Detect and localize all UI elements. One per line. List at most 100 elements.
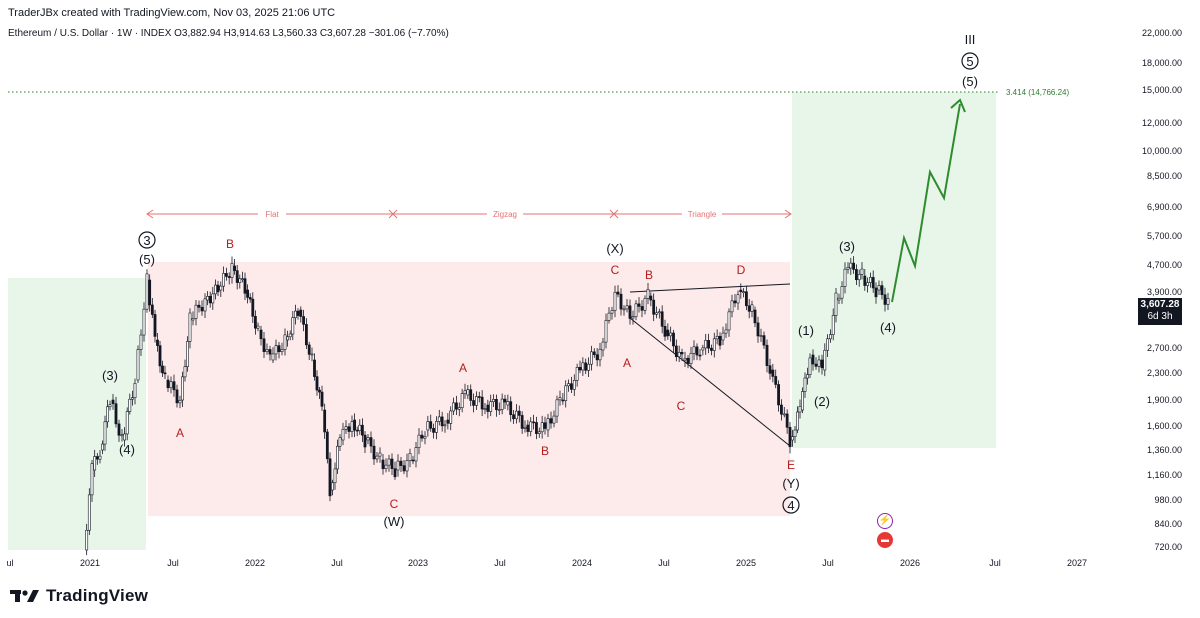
candle-body [843,268,847,287]
candle-body [523,426,527,429]
candle-body [304,324,308,346]
candle-body [601,341,605,351]
price-tick-label: 1,360.00 [1147,445,1182,455]
candle-body [555,399,559,417]
candle-body [128,398,132,412]
candle-body [863,275,867,286]
candle-body [268,349,272,355]
candle-body [248,297,252,300]
candle-body [564,385,568,401]
candle-body [93,456,97,471]
symbol-info: Ethereum / U.S. Dollar · 1W · INDEX O3,8… [8,28,449,39]
candle-body [744,291,748,307]
candle-body [727,311,731,331]
candle-body [649,295,653,301]
triangle-lower-line [629,317,791,447]
price-axis[interactable]: 22,000.00 18,000.00 15,000.00 12,000.00 10,0… [1142,28,1182,552]
candle-body [101,443,104,451]
candle-body [733,300,737,304]
candle-body [631,316,635,319]
candle-body [222,273,226,287]
candle-body [186,341,189,367]
candle-body [457,407,461,410]
price-tick-label: 12,000.00 [1142,118,1182,128]
candle-body [114,403,118,425]
candle-body [169,381,173,389]
candle-body [338,437,342,447]
candle-body [695,346,699,356]
candle-body [466,389,470,396]
candle-body [707,340,710,349]
candle-body [803,377,807,392]
candle-body [540,422,544,433]
candle-body [302,316,306,325]
candle-body [788,427,792,448]
candlestick-series[interactable] [85,256,890,556]
candle-body [181,376,184,401]
candle-body [452,402,455,412]
candle-body [161,365,164,374]
candle-body [139,334,143,350]
candle-body [886,298,890,305]
candle-body [756,322,760,337]
time-tick-label: Jul [494,558,506,568]
candle-body [537,431,541,434]
candle-body [849,262,853,269]
time-tick-label: Jul [989,558,1001,568]
candle-body [674,345,678,358]
candle-body [477,396,481,398]
range-label-zigzag: Zigzag [493,210,517,219]
range-label-flat: Flat [265,210,279,219]
candle-body [156,339,159,346]
red-zone-correction [148,262,790,516]
candle-body [274,345,278,355]
lightning-icon[interactable]: ⚡ [877,513,893,529]
candle-body [742,291,746,293]
candle-body [440,416,444,427]
candle-body [637,303,641,307]
candle-body [572,380,576,390]
candle-body [660,311,664,327]
wave-label-5-paren-top: (5) [962,74,978,89]
candle-body [95,456,99,460]
price-tick-label: 18,000.00 [1142,58,1182,68]
candle-body [254,316,257,329]
tradingview-brand[interactable]: TradingView [10,584,148,608]
price-tick-label: 1,160.00 [1147,470,1182,480]
candle-body [607,312,611,321]
candle-body [817,359,821,367]
candle-body [834,292,838,316]
candle-body [686,357,690,364]
candle-body [475,396,478,406]
time-axis[interactable]: ul 2021 Jul 2022 Jul 2023 Jul 2024 Jul 2025 Jul 202… [6,558,1087,568]
candle-body [785,413,789,428]
candle-body [271,353,275,361]
candle-body [721,332,725,341]
candle-body [131,397,134,400]
candle-body [336,445,339,470]
candle-body [520,415,524,429]
red-label-a-3: A [623,356,631,370]
us-flag-icon[interactable]: ▬ [877,532,893,548]
candle-body [158,345,162,367]
candle-body [233,265,237,271]
current-price-tag: 3,607.28 6d 3h [1138,298,1182,325]
price-tick-label: 2,300.00 [1147,368,1182,378]
candle-body [145,273,149,310]
candle-body [724,329,728,334]
candle-body [663,326,667,337]
candle-body [782,413,786,416]
candle-body [506,401,510,406]
candle-body [730,300,734,313]
time-tick-label: 2027 [1067,558,1087,568]
candle-body [831,315,835,335]
candle-body [657,311,661,314]
candle-body [153,314,157,337]
candle-body [672,332,675,347]
candle-body [808,357,812,375]
candle-body [203,298,207,312]
candle-body [251,298,255,317]
candle-body [634,303,638,317]
range-labels: Flat Zigzag Triangle [258,208,722,220]
